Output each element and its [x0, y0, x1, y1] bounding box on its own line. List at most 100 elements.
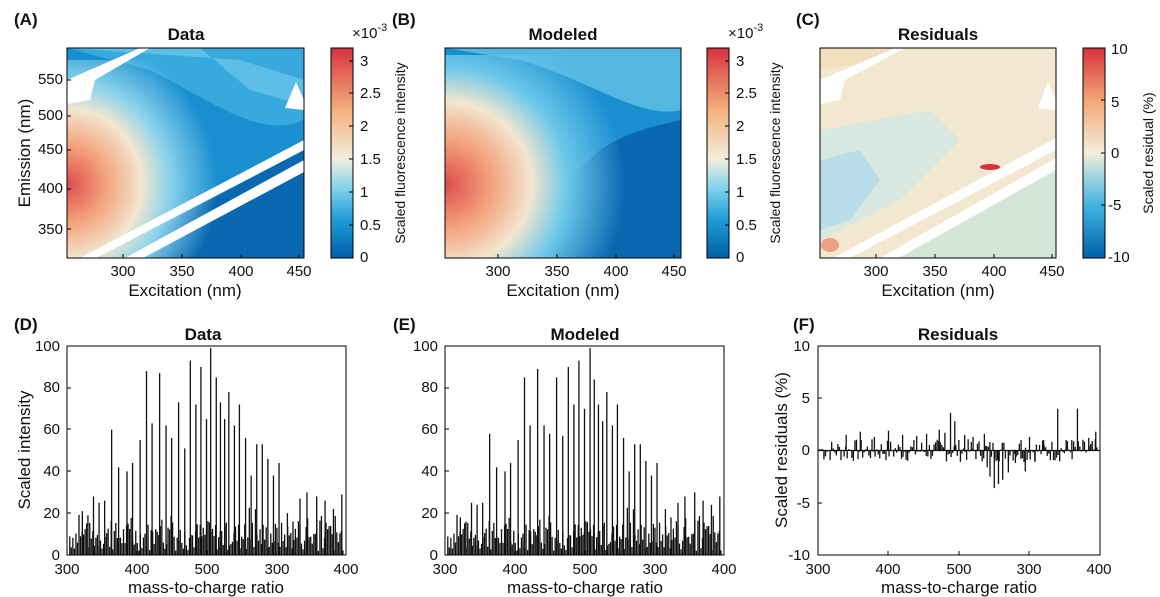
xtick-f-4: 400: [1086, 561, 1111, 578]
xtick-a-400: 400: [228, 263, 253, 280]
ytick-f-0: 0: [802, 442, 810, 459]
xlabel-e: mass-to-charge ratio: [507, 578, 663, 597]
xtick-c-400: 400: [981, 263, 1006, 280]
xtick-f-1: 400: [875, 561, 900, 578]
ytick-d-20: 20: [43, 505, 60, 522]
cb-b-tick-2: 1: [736, 184, 744, 201]
xlabel-f: mass-to-charge ratio: [881, 578, 1037, 597]
xtick-b-400: 400: [603, 263, 628, 280]
ytick-f-10: 10: [793, 338, 810, 355]
ytick-d-60: 60: [43, 421, 60, 438]
xtick-a-300: 300: [110, 263, 135, 280]
panel-d-letter: (D): [14, 315, 38, 334]
panel-a-letter: (A): [14, 10, 38, 29]
ytick-d-40: 40: [43, 463, 60, 480]
panel-a-title: Data: [168, 25, 205, 44]
xtick-c-450: 450: [1039, 263, 1064, 280]
ylabel-f: Scaled residuals (%): [772, 372, 791, 528]
cb-a-tick-6: 3: [360, 53, 368, 70]
xtick-d-3: 300: [264, 561, 289, 578]
ytick-f-m10: -10: [788, 547, 810, 564]
cb-c-tick-10: 10: [1111, 41, 1128, 58]
panel-d-title: Data: [185, 325, 222, 344]
ytick-e-60: 60: [421, 421, 438, 438]
bars-f: [818, 408, 1100, 489]
ytick-e-100: 100: [413, 338, 438, 355]
ytick-e-40: 40: [421, 463, 438, 480]
xtick-f-0: 300: [805, 561, 830, 578]
heatmap-c: [820, 48, 1056, 258]
xtick-e-2: 500: [572, 561, 597, 578]
panel-e: (E) Modeled 300 400 500 300 400 0 20 40 …: [393, 315, 737, 597]
xtick-a-350: 350: [169, 263, 194, 280]
xtick-d-4: 400: [333, 561, 358, 578]
colorbar-c-label: Scaled residual (%): [1140, 92, 1156, 213]
cb-c-tick-5: 5: [1111, 94, 1119, 111]
panel-c-title: Residuals: [898, 25, 978, 44]
cb-c-tick-m5: -5: [1108, 197, 1121, 214]
xtick-b-300: 300: [485, 263, 510, 280]
cb-b-tick-6: 3: [736, 53, 744, 70]
panel-f: (F) Residuals 300 400 500 300 400 10 5 0…: [772, 315, 1112, 597]
panel-f-letter: (F): [793, 315, 815, 334]
heatmap-a: [67, 48, 304, 258]
cb-a-tick-2: 1: [360, 184, 368, 201]
panel-b: (B) Modeled 300 350 400 450 Excitation (…: [392, 10, 783, 300]
cb-c-tick-m10: -10: [1108, 249, 1130, 266]
residual-hotspot: [980, 164, 1000, 170]
colorbar-b-label: Scaled fluorescence intensity: [767, 62, 783, 243]
bars-d: [69, 348, 344, 555]
xtick-b-350: 350: [544, 263, 569, 280]
ytick-d-0: 0: [52, 547, 60, 564]
xtick-f-2: 500: [946, 561, 971, 578]
cb-b-tick-0: 0: [736, 249, 744, 266]
cb-a-tick-5: 2.5: [360, 85, 381, 102]
cb-b-tick-5: 2.5: [736, 85, 757, 102]
xlabel-a: Excitation (nm): [128, 281, 241, 300]
bars-e: [447, 348, 722, 555]
xtick-e-4: 400: [711, 561, 736, 578]
xtick-e-0: 300: [432, 561, 457, 578]
cb-a-tick-1: 0.5: [360, 217, 381, 234]
panel-c: (C) Residuals 300 350 400 450 Excitation…: [796, 10, 1156, 300]
panel-f-title: Residuals: [918, 325, 998, 344]
ytick-f-5: 5: [802, 390, 810, 407]
xtick-c-300: 300: [863, 263, 888, 280]
cb-c-tick-0: 0: [1111, 145, 1119, 162]
xtick-d-2: 500: [194, 561, 219, 578]
colorbar-a-label: Scaled fluorescence intensity: [392, 62, 408, 243]
colorbar-a: [330, 47, 354, 259]
xlabel-b: Excitation (nm): [506, 281, 619, 300]
ytick-d-80: 80: [43, 379, 60, 396]
ytick-e-80: 80: [421, 379, 438, 396]
ytick-a-400: 400: [38, 180, 63, 197]
xtick-c-350: 350: [922, 263, 947, 280]
xtick-a-450: 450: [286, 263, 311, 280]
panel-a: (A) Data 300 350 400 450 350 400 450 500…: [14, 10, 408, 300]
colorbar-b: [706, 47, 730, 259]
cb-b-exponent: ×10-3: [728, 22, 763, 42]
panel-b-title: Modeled: [529, 25, 598, 44]
panel-e-letter: (E): [393, 315, 416, 334]
panel-d: (D) Data 300 400 500 300 400 0 20 40 60 …: [14, 315, 359, 597]
panel-b-letter: (B): [392, 10, 416, 29]
xtick-e-1: 400: [502, 561, 527, 578]
ytick-a-500: 500: [38, 107, 63, 124]
ytick-e-0: 0: [430, 547, 438, 564]
cb-b-tick-3: 1.5: [736, 151, 757, 168]
ytick-a-450: 450: [38, 141, 63, 158]
cb-a-tick-3: 1.5: [360, 151, 381, 168]
panel-c-letter: (C): [796, 10, 820, 29]
xlabel-c: Excitation (nm): [881, 281, 994, 300]
xtick-f-3: 300: [1016, 561, 1041, 578]
cb-b-tick-4: 2: [736, 118, 744, 135]
ylabel-d: Scaled intensity: [15, 390, 34, 510]
xtick-e-3: 300: [642, 561, 667, 578]
ytick-a-550: 550: [38, 71, 63, 88]
cb-b-tick-1: 0.5: [736, 217, 757, 234]
ytick-d-100: 100: [35, 338, 60, 355]
xtick-d-0: 300: [54, 561, 79, 578]
ytick-a-350: 350: [38, 221, 63, 238]
cb-a-tick-0: 0: [360, 249, 368, 266]
